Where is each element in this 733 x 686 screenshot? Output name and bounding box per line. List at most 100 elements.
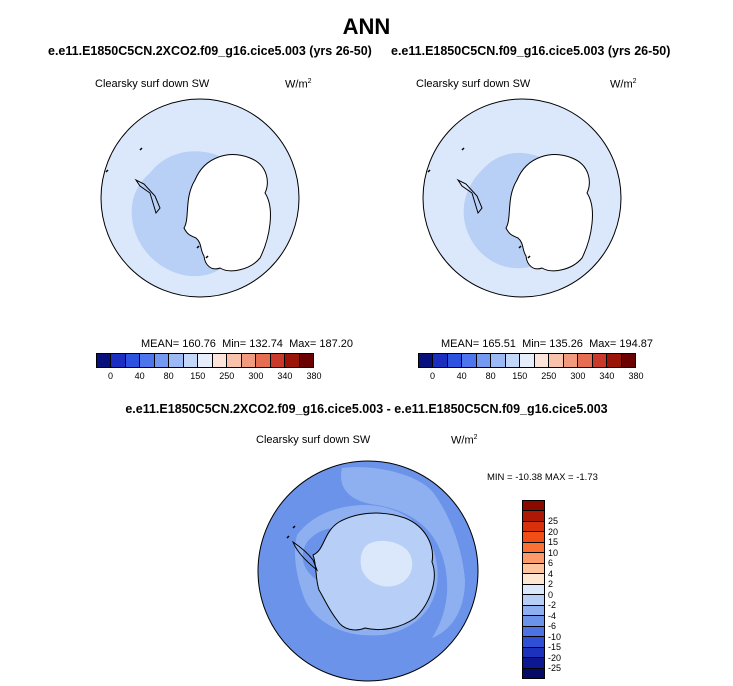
diff-colorbar-tick-label: -10 — [548, 631, 562, 642]
diff-colorbar-tick-label: 15 — [548, 537, 559, 548]
colorbar-swatch — [607, 354, 622, 367]
panel1-antarctica — [183, 154, 271, 272]
diff-colorbar-tick-label: 0 — [548, 589, 554, 600]
colorbar-swatch — [299, 354, 314, 367]
diff-colorbar-tick-label: -25 — [548, 663, 562, 674]
plot-title: ANN — [342, 14, 391, 39]
diff-colorbar-swatch — [523, 501, 544, 512]
colorbar-swatch — [462, 354, 477, 367]
colorbar-swatch — [592, 354, 608, 367]
diff-colorbar-tick-label: -15 — [548, 642, 562, 653]
colorbar-tick-label: 40 — [134, 371, 145, 381]
diff-minmax: MIN = -10.38 MAX = -1.73 — [487, 472, 598, 483]
panel2-units: W/m2 — [610, 78, 637, 91]
diff-colorbar-swatch — [523, 542, 544, 554]
panel1-colorbar-ticks: 0 40 80 150 250 300 340 380 — [96, 371, 321, 383]
colorbar-swatch — [285, 354, 300, 367]
panel1-peninsula — [134, 178, 161, 215]
diff-colorbar-tick-label: 10 — [548, 547, 559, 558]
panel2-variable: Clearsky surf down SW — [416, 78, 531, 90]
diff-colorbar-tick-label: 6 — [548, 558, 554, 569]
diff-antarctica-interior — [360, 540, 413, 587]
diff-band-east — [341, 467, 465, 638]
diff-colorbar-tick-label: -2 — [548, 600, 557, 611]
colorbar-swatch — [241, 354, 257, 367]
diff-colorbar-swatch — [523, 605, 544, 617]
panel2-colorbar-ticks: 0 40 80 150 250 300 340 380 — [418, 371, 643, 383]
colorbar-swatch — [111, 354, 126, 367]
colorbar-tick-label: 340 — [599, 371, 615, 381]
colorbar-tick-label: 80 — [163, 371, 174, 381]
panel2-peninsula — [456, 178, 483, 215]
panel2-map — [422, 98, 622, 298]
diff-islands — [286, 525, 296, 539]
colorbar-tick-label: 380 — [628, 371, 644, 381]
colorbar-swatch — [198, 354, 213, 367]
panel1-units: W/m2 — [285, 78, 312, 91]
diff-units: W/m2 — [451, 434, 478, 447]
colorbar-tick-label: 150 — [512, 371, 528, 381]
diff-title: e.e11.E1850C5CN.2XCO2.f09_g16.cice5.003 … — [125, 402, 608, 416]
diff-map — [257, 460, 479, 682]
colorbar-swatch — [125, 354, 141, 367]
diff-colorbar-swatch — [523, 511, 544, 522]
panel1-colorbar — [96, 353, 314, 368]
panel1-islands — [105, 147, 209, 259]
diff-peninsula — [291, 540, 319, 572]
colorbar-swatch — [534, 354, 550, 367]
colorbar-swatch — [270, 354, 286, 367]
diff-colorbar-ticks: 25 20 15 10 6 4 2 0 -2 -4 -6 -10 -15 -20 -25 — [548, 500, 578, 677]
colorbar-tick-label: 40 — [456, 371, 467, 381]
colorbar-tick-label: 80 — [485, 371, 496, 381]
diff-colorbar-swatch — [523, 616, 544, 627]
diff-colorbar-tick-label: -4 — [548, 610, 557, 621]
diff-colorbar — [522, 500, 545, 679]
panel2-colorbar — [418, 353, 636, 368]
diff-colorbar-swatch — [523, 553, 544, 564]
colorbar-swatch — [447, 354, 463, 367]
panel1-stats: MEAN= 160.76 Min= 132.74 Max= 187.20 — [141, 338, 353, 350]
diff-variable: Clearsky surf down SW — [256, 434, 371, 446]
colorbar-tick-label: 380 — [306, 371, 322, 381]
colorbar-swatch — [154, 354, 170, 367]
colorbar-swatch — [433, 354, 448, 367]
diff-colorbar-swatch — [523, 658, 544, 669]
colorbar-swatch — [563, 354, 579, 367]
panel2-islands — [427, 147, 531, 259]
panel2-antarctica — [505, 154, 593, 272]
diff-colorbar-tick-label: -6 — [548, 621, 557, 632]
diff-colorbar-swatch — [523, 574, 544, 585]
colorbar-swatch — [621, 354, 636, 367]
colorbar-tick-label: 300 — [248, 371, 264, 381]
colorbar-swatch — [140, 354, 155, 367]
diff-colorbar-swatch — [523, 595, 544, 606]
diff-colorbar-tick-label: 4 — [548, 568, 554, 579]
colorbar-swatch — [505, 354, 521, 367]
colorbar-swatch — [227, 354, 242, 367]
colorbar-swatch — [169, 354, 184, 367]
colorbar-tick-label: 250 — [541, 371, 557, 381]
colorbar-swatch — [419, 354, 434, 367]
colorbar-swatch — [578, 354, 593, 367]
diff-colorbar-swatch — [523, 563, 544, 575]
colorbar-swatch — [256, 354, 271, 367]
diff-colorbar-swatch — [523, 647, 544, 659]
colorbar-tick-label: 340 — [277, 371, 293, 381]
diff-colorbar-swatch — [523, 532, 544, 543]
colorbar-tick-label: 0 — [108, 371, 114, 381]
diff-colorbar-swatch — [523, 521, 544, 533]
colorbar-swatch — [491, 354, 506, 367]
diff-colorbar-tick-label: 25 — [548, 516, 559, 527]
panel1-case-title: e.e11.E1850C5CN.2XCO2.f09_g16.cice5.003 … — [48, 44, 372, 58]
panel1-map — [100, 98, 300, 298]
panel2-stats: MEAN= 165.51 Min= 135.26 Max= 194.87 — [441, 338, 653, 350]
colorbar-swatch — [97, 354, 112, 367]
colorbar-swatch — [212, 354, 228, 367]
diff-colorbar-tick-label: 2 — [548, 579, 554, 590]
colorbar-swatch — [549, 354, 564, 367]
diff-colorbar-swatch — [523, 637, 544, 648]
colorbar-swatch — [520, 354, 535, 367]
colorbar-tick-label: 150 — [190, 371, 206, 381]
colorbar-tick-label: 250 — [219, 371, 235, 381]
colorbar-swatch — [476, 354, 492, 367]
